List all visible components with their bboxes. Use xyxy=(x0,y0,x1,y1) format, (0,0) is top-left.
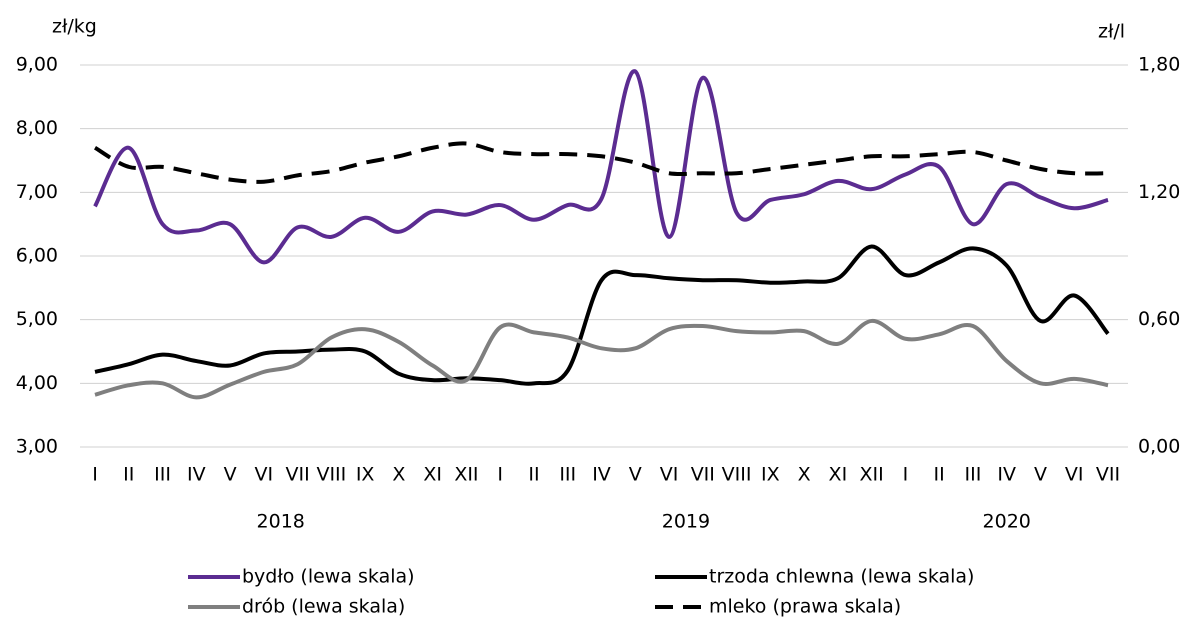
legend-label: drób (lewa skala) xyxy=(242,596,405,618)
x-tick-label: IX xyxy=(356,464,375,486)
x-tick-label: II xyxy=(528,464,539,486)
x-tick-label: II xyxy=(934,464,945,486)
x-tick-label: X xyxy=(392,464,405,486)
x-tick-label: XII xyxy=(860,464,884,486)
year-label: 2019 xyxy=(662,511,710,533)
x-tick-label: VIII xyxy=(722,464,752,486)
legend-label: bydło (lewa skala) xyxy=(242,566,415,588)
legend-label: trzoda chlewna (lewa skala) xyxy=(709,566,974,588)
y-axis-label: zł/kg xyxy=(52,16,97,38)
x-tick-label: III xyxy=(965,464,982,486)
y2-tick-label: 1,80 xyxy=(1138,54,1180,76)
x-tick-label: XII xyxy=(454,464,478,486)
x-tick-label: V xyxy=(629,464,642,486)
y2-tick-label: 1,20 xyxy=(1138,181,1180,203)
x-tick-label: VII xyxy=(1096,464,1120,486)
x-tick-label: VIII xyxy=(316,464,346,486)
x-tick-label: VI xyxy=(660,464,679,486)
x-tick-label: III xyxy=(154,464,171,486)
series-line xyxy=(93,69,1109,265)
x-tick-label: V xyxy=(224,464,237,486)
x-tick-label: IV xyxy=(997,464,1016,486)
x-tick-label: VI xyxy=(255,464,274,486)
series-line xyxy=(94,244,1110,386)
x-tick-label: VII xyxy=(691,464,715,486)
year-label: 2020 xyxy=(983,511,1031,533)
series-line xyxy=(94,318,1109,400)
x-tick-label: VII xyxy=(285,464,309,486)
legend-label: mleko (prawa skala) xyxy=(709,596,901,618)
y-tick-label: 6,00 xyxy=(16,245,58,267)
y2-tick-label: 0,00 xyxy=(1138,436,1180,458)
x-tick-label: XI xyxy=(423,464,442,486)
x-tick-label: V xyxy=(1034,464,1047,486)
y-tick-label: 5,00 xyxy=(16,308,58,330)
y2-axis-label: zł/l xyxy=(1098,21,1125,43)
x-tick-label: I xyxy=(903,464,909,486)
y-tick-label: 3,00 xyxy=(16,436,58,458)
x-tick-label: I xyxy=(92,464,98,486)
y-tick-label: 9,00 xyxy=(16,54,58,76)
y-tick-label: 8,00 xyxy=(16,117,58,139)
y-tick-label: 4,00 xyxy=(16,372,58,394)
x-tick-label: I xyxy=(497,464,503,486)
x-tick-label: X xyxy=(798,464,811,486)
x-tick-label: III xyxy=(559,464,576,486)
x-tick-label: II xyxy=(123,464,134,486)
x-tick-label: IX xyxy=(761,464,780,486)
x-tick-label: IV xyxy=(592,464,611,486)
y-tick-label: 7,00 xyxy=(16,181,58,203)
year-label: 2018 xyxy=(257,511,305,533)
y2-tick-label: 0,60 xyxy=(1138,308,1180,330)
series-line xyxy=(93,141,1109,184)
x-tick-label: VI xyxy=(1065,464,1084,486)
x-tick-label: XI xyxy=(829,464,848,486)
x-tick-label: IV xyxy=(187,464,206,486)
